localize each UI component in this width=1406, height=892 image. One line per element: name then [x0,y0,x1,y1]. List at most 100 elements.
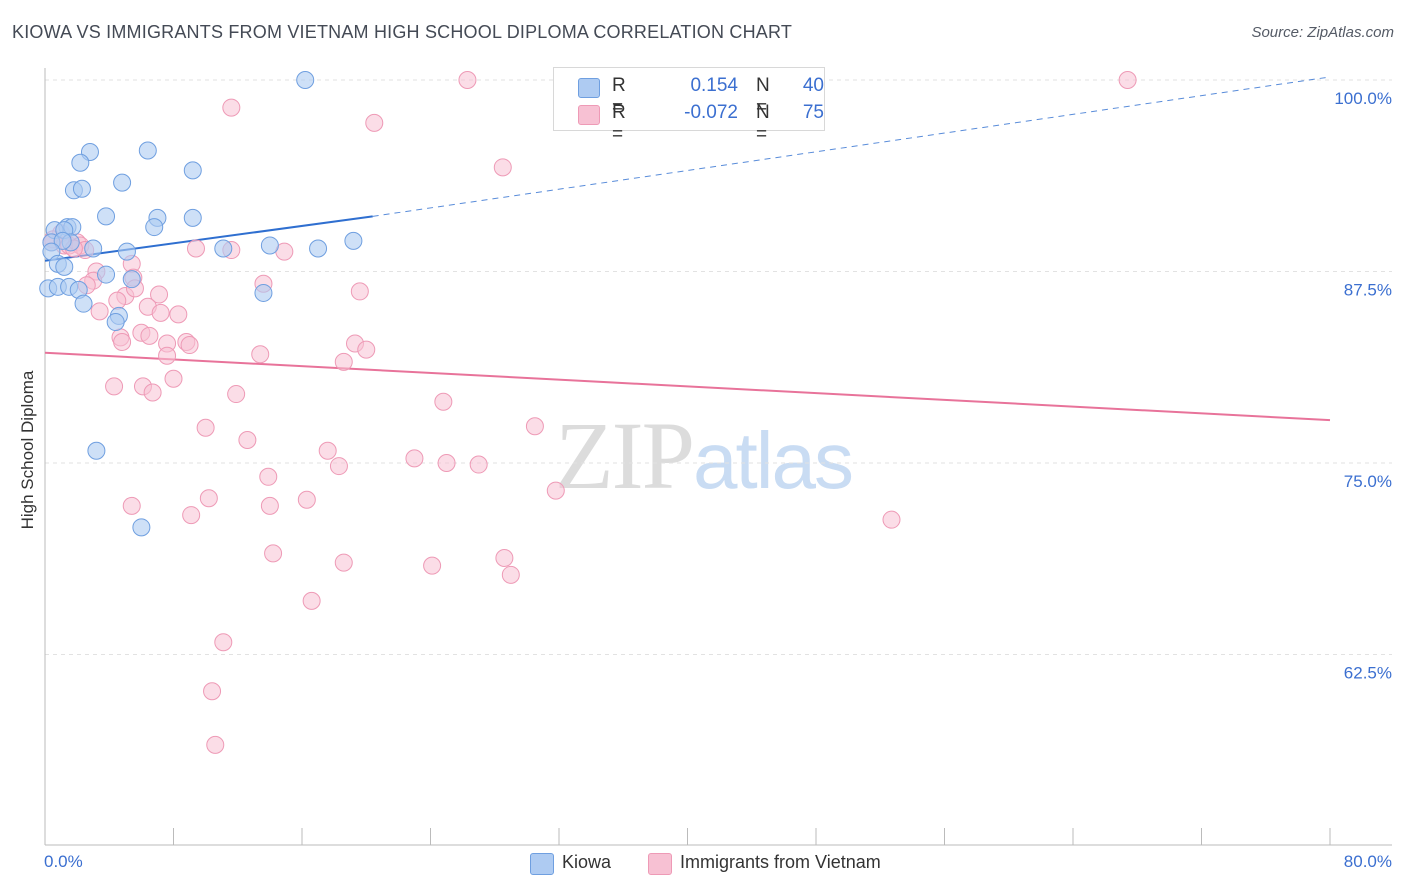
point-kiowa [296,71,315,89]
point-kiowa [117,242,136,261]
point-vietnam [302,591,321,610]
source-label: Source: ZipAtlas.com [1251,24,1394,41]
point-vietnam [434,392,453,411]
axes [44,68,1392,846]
point-kiowa [214,239,233,258]
point-kiowa [260,236,279,255]
point-vietnam [437,454,456,472]
point-vietnam [495,548,514,567]
grid-lines [45,79,1392,655]
y-tick-label: 100.0% [1334,89,1392,108]
point-vietnam [458,71,477,89]
point-vietnam [334,352,353,371]
point-vietnam [222,98,241,117]
legend-n-label: N = [756,102,770,145]
legend-r-label: R = [612,102,626,145]
point-kiowa [122,270,141,289]
y-axis-label-wrap: High School Diploma [18,320,38,580]
series-swatch-vietnam [648,853,672,875]
point-vietnam [546,481,565,500]
legend-r-label: R = [612,75,626,118]
legend-n-value: 40 [802,75,824,96]
legend-swatch-vietnam [578,105,600,125]
point-vietnam [169,305,188,324]
point-vietnam [182,506,201,525]
point-kiowa [138,141,157,160]
point-kiowa [106,313,125,332]
point-vietnam [122,496,141,515]
legend-r-value: 0.154 [690,75,738,96]
point-kiowa [132,518,151,537]
point-vietnam [90,302,109,321]
legend-swatch-kiowa [578,78,600,98]
point-kiowa [72,179,91,198]
point-vietnam [164,369,183,388]
point-vietnam [196,418,215,437]
point-vietnam [350,282,369,301]
point-kiowa [53,231,72,250]
trend-line-kiowa-extension [372,76,1331,217]
point-vietnam [297,490,316,509]
point-vietnam [251,345,270,364]
point-kiowa [55,257,74,276]
trend-line-vietnam [44,351,1331,422]
data-points [39,71,1137,754]
y-tick-label: 87.5% [1344,281,1392,300]
point-vietnam [365,113,384,132]
series-swatch-kiowa [530,853,554,875]
point-kiowa [183,208,202,227]
point-vietnam [108,291,127,310]
correlation-legend: R = 0.154 N = 40 R = -0.072 N = 75 [553,67,825,145]
x-axis-max-label: 80.0% [1343,852,1392,871]
point-vietnam [501,565,520,584]
point-vietnam [158,346,177,365]
watermark-atlas: atlas [693,416,854,505]
point-vietnam [206,735,225,754]
series-label-kiowa: Kiowa [562,852,612,872]
series-label-vietnam: Immigrants from Vietnam [680,852,881,872]
point-vietnam [105,377,124,396]
y-axis-label: High School Diploma [18,370,37,530]
watermark-zip: ZIP [555,402,695,509]
point-vietnam [140,326,159,345]
point-vietnam [469,455,488,474]
point-vietnam [493,158,512,177]
point-vietnam [214,633,233,652]
watermark: ZIPatlas [555,400,854,511]
point-vietnam [259,467,278,486]
point-kiowa [113,173,132,192]
y-tick-labels: 100.0% 87.5% 75.0% 62.5% [1334,89,1392,683]
point-vietnam [180,336,199,355]
point-kiowa [145,218,164,237]
point-vietnam [318,441,337,460]
y-tick-label: 75.0% [1344,472,1392,491]
point-vietnam [357,340,376,359]
point-vietnam [423,556,442,575]
point-kiowa [344,231,363,250]
point-kiowa [183,161,202,180]
legend-n-label: N = [756,75,770,118]
point-vietnam [405,449,424,468]
point-vietnam [329,457,348,476]
point-vietnam [203,682,222,701]
point-kiowa [97,265,116,284]
point-kiowa [97,207,116,226]
chart-title: KIOWA VS IMMIGRANTS FROM VIETNAM HIGH SC… [12,22,793,42]
point-vietnam [264,544,283,563]
point-vietnam [525,417,544,436]
point-vietnam [260,496,279,515]
point-vietnam [334,553,353,572]
legend-r-value: -0.072 [684,102,738,123]
point-vietnam [199,489,218,508]
point-vietnam [113,332,132,351]
point-vietnam [186,239,205,258]
point-kiowa [71,153,90,172]
point-kiowa [74,294,93,313]
point-vietnam [238,431,257,450]
x-axis-min-label: 0.0% [44,852,83,871]
y-tick-label: 62.5% [1344,664,1392,683]
point-kiowa [309,239,328,258]
point-vietnam [227,385,246,404]
point-vietnam [143,383,162,402]
